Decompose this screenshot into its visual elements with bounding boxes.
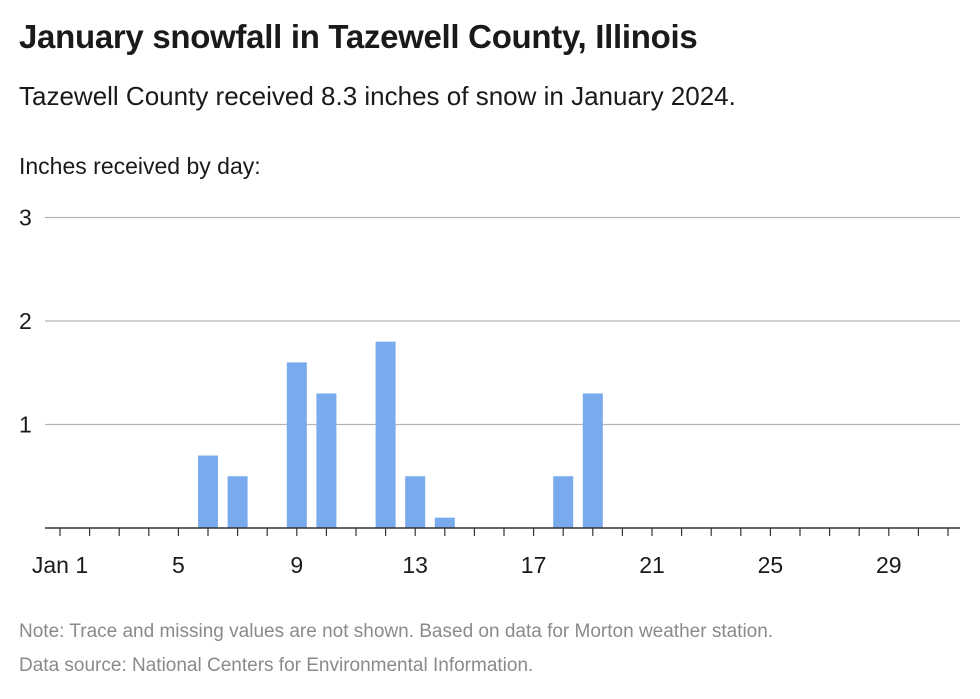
- x-tick-label-25: 25: [758, 552, 784, 578]
- data-source: Data source: National Centers for Enviro…: [19, 655, 534, 676]
- bars: [198, 341, 603, 528]
- bar-day-7: [227, 476, 248, 528]
- bar-day-9: [286, 362, 307, 528]
- chart-title: January snowfall in Tazewell County, Ill…: [19, 18, 698, 55]
- y-tick-label-3: 3: [19, 205, 32, 231]
- bar-day-10: [316, 393, 337, 528]
- snowfall-bar-chart: 1 2 3 Jan 1 5 9 13 17 21 25 29: [19, 205, 960, 578]
- x-tick-label-9: 9: [290, 552, 303, 578]
- x-tick-label-13: 13: [402, 552, 428, 578]
- gridlines: 1 2 3: [19, 205, 960, 438]
- y-tick-label-1: 1: [19, 412, 32, 438]
- x-tick-label-1: Jan 1: [32, 552, 88, 578]
- x-tick-label-29: 29: [876, 552, 902, 578]
- chart-subtitle: Tazewell County received 8.3 inches of s…: [19, 81, 736, 111]
- bar-day-14: [434, 517, 455, 528]
- chart-note: Note: Trace and missing values are not s…: [19, 621, 774, 642]
- x-tick-label-17: 17: [521, 552, 547, 578]
- bar-day-13: [405, 476, 426, 528]
- x-tick-label-21: 21: [639, 552, 665, 578]
- x-axis: Jan 1 5 9 13 17 21 25 29: [32, 527, 960, 578]
- bar-day-12: [375, 341, 396, 528]
- bar-day-19: [582, 393, 603, 528]
- bar-day-18: [553, 476, 574, 528]
- y-tick-label-2: 2: [19, 308, 32, 334]
- bar-day-6: [198, 455, 218, 528]
- y-axis-caption: Inches received by day:: [19, 153, 261, 179]
- x-tick-label-5: 5: [172, 552, 185, 578]
